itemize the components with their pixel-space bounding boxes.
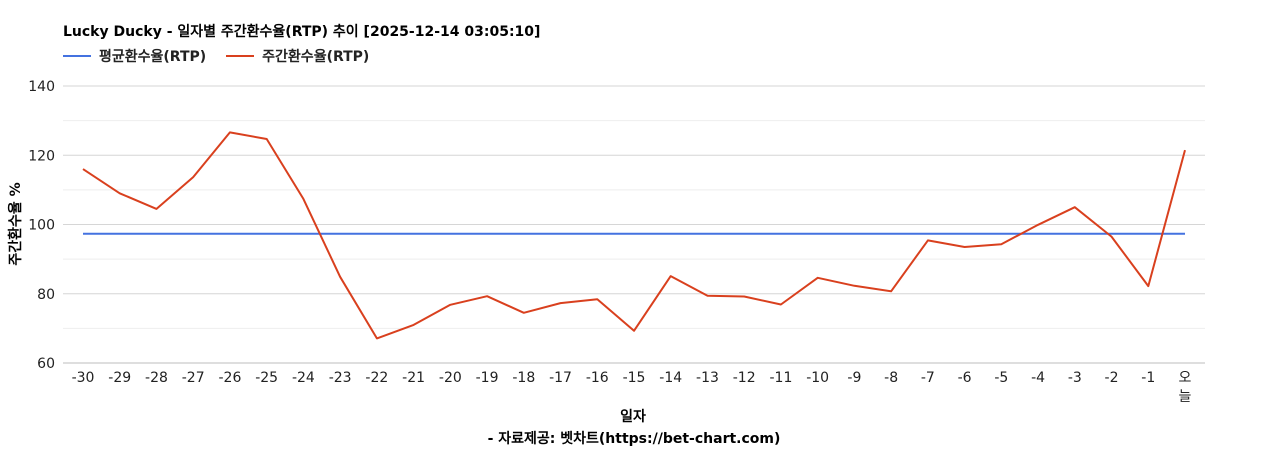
x-tick-label: -19: [476, 370, 499, 386]
legend-label-weekly: 주간환수율(RTP): [262, 49, 370, 65]
series-line-weekly[interactable]: [82, 131, 1186, 340]
x-tick-label: -24: [292, 370, 315, 386]
x-tick-label: -25: [255, 370, 278, 386]
legend-label-average: 평균환수율(RTP): [99, 49, 207, 65]
x-axis-title: 일자: [620, 409, 646, 425]
source-credit: - 자료제공: 벳차트(https://bet-chart.com): [487, 431, 781, 447]
x-tick-label: -29: [108, 370, 131, 386]
x-tick-label: -18: [512, 370, 535, 386]
x-tick-label: -17: [549, 370, 572, 386]
x-tick-label: -7: [921, 370, 935, 386]
x-tick-label: -20: [439, 370, 462, 386]
legend-item-weekly[interactable]: 주간환수율(RTP): [226, 46, 369, 66]
chart-title: Lucky Ducky - 일자별 주간환수율(RTP) 추이 [2025-12…: [63, 24, 541, 40]
x-tick-label: -14: [659, 370, 682, 386]
x-tick-label: -23: [329, 370, 352, 386]
x-tick-label: -13: [696, 370, 719, 386]
y-tick-label: 140: [28, 79, 55, 95]
y-tick-label: 100: [28, 218, 55, 234]
x-tick-label: -27: [182, 370, 205, 386]
x-tick-label: -4: [1031, 370, 1045, 386]
legend: 평균환수율(RTP) 주간환수율(RTP): [63, 46, 389, 66]
legend-swatch-average: [63, 55, 91, 57]
y-axis-title: 주간환수율 %: [7, 182, 24, 265]
x-tick-label: -12: [733, 370, 756, 386]
gridlines: [63, 85, 1205, 364]
x-tick-label: -16: [586, 370, 609, 386]
y-axis-ticks: 60 80 100 120 140: [28, 79, 55, 372]
legend-item-average[interactable]: 평균환수율(RTP): [63, 46, 206, 66]
x-tick-label: -1: [1141, 370, 1155, 386]
x-tick-label: -5: [994, 370, 1008, 386]
y-tick-label: 120: [28, 148, 55, 164]
x-tick-label: -30: [72, 370, 95, 386]
x-tick-label: -8: [884, 370, 898, 386]
x-tick-label: -6: [958, 370, 972, 386]
x-tick-label: -15: [623, 370, 646, 386]
x-tick-label: -26: [218, 370, 241, 386]
x-tick-label: -9: [847, 370, 861, 386]
x-tick-label: -10: [806, 370, 829, 386]
legend-swatch-weekly: [226, 55, 255, 57]
x-tick-label: -2: [1105, 370, 1119, 386]
x-axis-ticks: -30 -29 -28 -27 -26 -25 -24 -23 -22 -21 -20 -19 -18-…: [72, 370, 1192, 405]
y-tick-label: 80: [37, 287, 55, 303]
x-tick-label: -11: [769, 370, 792, 386]
y-tick-label: 60: [37, 356, 55, 372]
x-tick-label: -3: [1068, 370, 1082, 386]
x-tick-label: -28: [145, 370, 168, 386]
x-tick-label: -21: [402, 370, 425, 386]
x-tick-label: -22: [365, 370, 388, 386]
series-lines: [82, 131, 1186, 340]
